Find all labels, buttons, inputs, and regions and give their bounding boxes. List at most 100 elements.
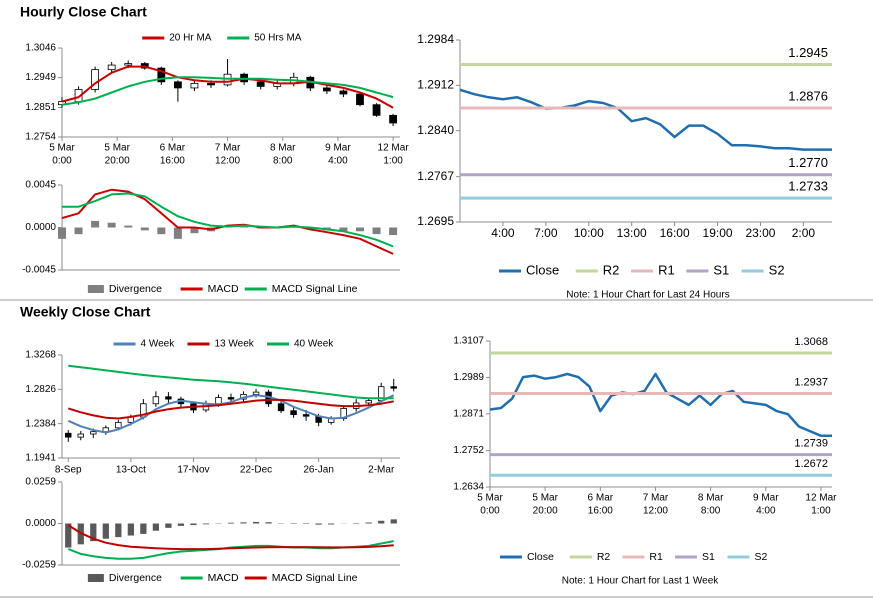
candle-body (256, 81, 265, 87)
legend-label: S2 (754, 551, 767, 563)
y-tick-label: 1.2754 (25, 132, 56, 143)
divergence-bar (390, 519, 397, 524)
series-line (61, 65, 394, 109)
series-line (68, 364, 394, 400)
candle-body (227, 397, 235, 400)
x-tick-label: 5 Mar (49, 143, 75, 154)
divergence-bar (328, 523, 335, 525)
divergence-bar (190, 227, 199, 234)
y-tick-label: -0.0045 (22, 265, 56, 276)
legend-label: MACD (208, 283, 239, 295)
candle-body (157, 67, 166, 83)
y-tick-label: 1.2912 (417, 78, 454, 92)
legend-label: Close (527, 551, 554, 563)
level-label: 1.2672 (794, 458, 828, 470)
x-tick-label: 8:00 (273, 156, 293, 167)
y-tick-label: 0.0000 (25, 222, 56, 233)
candle-body (90, 431, 97, 435)
legend-swatch (87, 574, 104, 582)
divergence-bar (152, 523, 160, 531)
y-tick-label: 1.2767 (417, 169, 454, 183)
x-tick-label: 23:00 (745, 226, 775, 240)
x-tick-label: 12 Mar (805, 493, 837, 504)
divergence-bar (190, 523, 197, 526)
candle-body (152, 396, 160, 405)
candle-body (77, 433, 84, 438)
legend-label: MACD (208, 572, 239, 584)
x-tick-label: 20:00 (533, 506, 558, 517)
x-tick-label: 5 Mar (477, 493, 503, 504)
x-tick-label: 8:00 (701, 506, 721, 517)
x-tick-label: 1:00 (383, 156, 403, 167)
candle-body (365, 400, 372, 404)
y-tick-label: 0.0045 (25, 180, 56, 191)
divergence-bar (389, 227, 398, 236)
level-label: 1.2770 (788, 155, 828, 170)
legend-label: R2 (603, 262, 620, 277)
candle-body (215, 397, 222, 405)
candle-body (322, 87, 331, 92)
divergence-bar (372, 227, 381, 235)
x-tick-label: 7 Mar (643, 493, 669, 504)
candle-body (173, 81, 182, 89)
x-tick-label: 8 Mar (270, 143, 296, 154)
divergence-bar (165, 523, 172, 528)
y-tick-label: 1.2695 (417, 214, 454, 228)
candle-body (389, 114, 398, 124)
divergence-bar (202, 523, 210, 525)
candle-body (115, 421, 122, 429)
x-tick-label: 2:00 (792, 226, 816, 240)
y-tick-label: 1.2851 (25, 102, 56, 113)
y-tick-label: 0.0000 (25, 518, 56, 529)
y-tick-label: 0.0259 (25, 477, 56, 488)
legend-swatch (87, 285, 104, 293)
divergence-bar (58, 227, 66, 239)
x-tick-label: 2-Mar (368, 465, 395, 476)
legend-label: Divergence (109, 572, 162, 584)
candle-body (302, 414, 310, 417)
x-tick-label: 17-Nov (177, 465, 209, 476)
legend-label: 50 Hrs MA (254, 33, 302, 44)
candle-body (165, 396, 172, 400)
x-tick-label: 16:00 (660, 226, 690, 240)
x-tick-label: 26-Jan (303, 465, 334, 476)
y-tick-label: 1.1941 (25, 453, 56, 464)
candle-body (207, 82, 215, 86)
divergence-bar (240, 226, 249, 228)
series-line (489, 372, 832, 438)
divergence-bar (90, 523, 97, 542)
divergence-bar (252, 521, 260, 524)
x-tick-label: 4:00 (756, 506, 776, 517)
section-title: Hourly Close Chart (20, 4, 147, 20)
y-tick-label: 1.2949 (25, 72, 56, 83)
legend-label: MACD Signal Line (272, 572, 358, 584)
candle-body (124, 63, 133, 66)
series-line (61, 76, 394, 106)
y-tick-label: 1.2989 (453, 372, 484, 383)
series-line (67, 524, 394, 551)
level-label: 1.3068 (794, 336, 828, 348)
divergence-bar (355, 227, 364, 232)
series-line (62, 192, 394, 248)
x-tick-label: 6 Mar (588, 493, 614, 504)
legend-label: R1 (649, 551, 663, 563)
x-tick-label: 9 Mar (325, 143, 351, 154)
y-tick-label: -0.0259 (22, 560, 56, 571)
legend-label: S1 (702, 551, 715, 563)
y-tick-label: 1.3107 (453, 336, 484, 347)
chart-note: Note: 1 Hour Chart for Last 24 Hours (566, 290, 729, 301)
x-tick-label: 16:00 (160, 156, 185, 167)
candle-body (339, 90, 348, 95)
candle-body (290, 410, 297, 416)
x-tick-label: 16:00 (588, 506, 613, 517)
level-label: 1.2876 (788, 88, 828, 103)
divergence-bar (378, 520, 385, 524)
x-tick-label: 0:00 (480, 506, 500, 517)
legend-label: S1 (713, 262, 729, 277)
series-line (67, 394, 395, 434)
x-tick-label: 4:00 (328, 156, 348, 167)
divergence-bar (240, 522, 247, 524)
x-tick-label: 9 Mar (753, 493, 779, 504)
divergence-bar (140, 523, 147, 534)
